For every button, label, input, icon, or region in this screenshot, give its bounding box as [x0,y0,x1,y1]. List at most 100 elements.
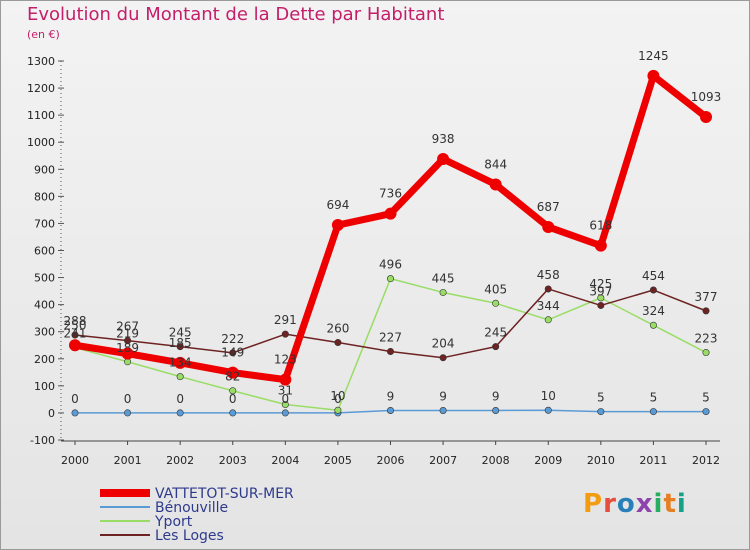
data-label: 189 [116,341,139,355]
data-label: 405 [484,282,507,296]
data-label: 0 [282,392,290,406]
data-point [229,387,237,395]
data-label: 0 [334,392,342,406]
data-point [649,286,657,294]
data-point [544,285,552,293]
y-tick-label: 400 [34,299,55,312]
data-point [597,408,605,416]
x-tick-label: 2001 [114,454,142,467]
data-label: 9 [492,389,500,403]
data-label: 10 [330,389,345,403]
data-point [702,408,710,416]
data-point [386,406,394,414]
y-tick-label: 800 [34,190,55,203]
data-label: 618 [589,219,612,233]
x-tick-label: 2012 [692,454,720,467]
data-label: 31 [278,384,293,398]
data-point [649,408,657,416]
x-tick-label: 2009 [534,454,562,467]
data-point [69,339,81,352]
data-label: 445 [432,271,455,285]
legend-label: Yport [154,514,193,530]
data-label: 241 [64,327,87,341]
data-point [176,343,184,351]
data-point [594,239,607,252]
data-label: 496 [379,258,402,272]
x-tick-label: 2004 [271,454,299,467]
y-tick-label: 700 [34,217,55,230]
data-point [124,409,132,417]
data-point [281,401,289,409]
data-point [439,288,447,296]
data-label: 0 [71,392,79,406]
data-label: 10 [541,389,556,403]
data-point [702,349,710,357]
logo-letter: x [635,489,654,519]
data-label: 5 [597,391,605,405]
data-label: 5 [650,391,658,405]
x-tick-label: 2011 [639,454,667,467]
data-label: 1245 [638,49,669,63]
y-tick-label: 0 [48,407,55,420]
y-tick-label: 300 [34,326,55,339]
data-label: 377 [695,290,718,304]
data-point [597,301,605,309]
data-point [384,207,397,220]
data-point [542,220,555,233]
legend-label: VATTETOT-SUR-MER [155,486,294,502]
data-point [647,69,660,82]
x-tick-label: 2000 [61,454,89,467]
y-tick-label: 200 [34,353,55,366]
data-label: 219 [116,327,139,341]
data-label: 0 [176,392,184,406]
data-label: 260 [326,322,349,336]
logo-letter: i [676,489,687,519]
data-point [124,337,132,345]
proxiti-logo: Proxiti [583,489,687,519]
data-label: 227 [379,330,402,344]
data-point [649,321,657,329]
data-label: 9 [387,389,395,403]
data-label: 223 [695,332,718,346]
y-tick-label: 1300 [27,55,55,68]
data-point [176,373,184,381]
data-label: 250 [64,318,87,332]
data-label: 344 [537,299,560,313]
logo-letter: t [663,489,677,519]
data-label: 454 [642,269,665,283]
logo-letter: o [616,489,636,519]
data-point [702,307,710,315]
y-tick-label: -100 [30,434,55,447]
data-point [281,409,289,417]
data-label: 687 [537,200,560,214]
data-point [281,330,289,338]
data-label: 736 [379,187,402,201]
data-point [71,331,79,339]
data-point [71,409,79,417]
data-label: 204 [432,337,455,351]
data-label: 245 [484,326,507,340]
data-point [700,111,712,124]
legend-label: Bénouville [155,500,228,516]
data-label: 458 [537,268,560,282]
data-point [439,406,447,414]
y-tick-label: 100 [34,380,55,393]
legend-label: Les Loges [155,528,224,544]
x-tick-label: 2003 [219,454,247,467]
data-point [544,316,552,324]
y-tick-label: 600 [34,245,55,258]
data-label: 694 [326,198,349,212]
data-label: 185 [169,336,192,350]
data-label: 0 [124,392,132,406]
data-label: 0 [229,392,237,406]
data-label: 245 [169,326,192,340]
logo-letter: r [603,489,617,519]
data-label: 425 [589,277,612,291]
data-label: 5 [702,391,710,405]
data-label: 288 [64,314,87,328]
data-point [174,356,187,369]
data-point [279,373,292,386]
data-label: 82 [225,370,240,384]
